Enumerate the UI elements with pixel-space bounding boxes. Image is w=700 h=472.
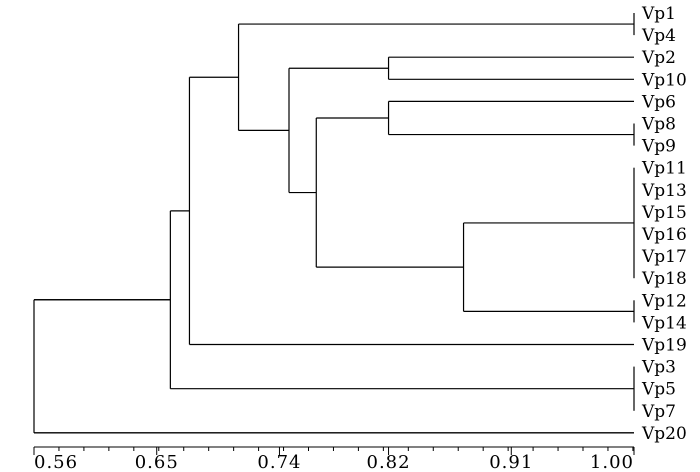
minor-ticks [33,447,634,451]
leaf-label-vp15: Vp15 [641,203,687,223]
leaf-label-vp13: Vp13 [641,181,687,201]
leaf-label-vp20: Vp20 [641,424,687,444]
leaf-label-vp12: Vp12 [641,291,687,311]
leaf-label-vp19: Vp19 [641,336,687,356]
leaf-label-vp8: Vp8 [641,115,676,135]
similarity-axis: 0.56 0.65 0.74 0.82 0.91 1.00 [33,446,635,472]
leaf-label-vp6: Vp6 [641,92,676,112]
leaf-label-vp17: Vp17 [641,247,687,267]
leaf-label-vp11: Vp11 [641,159,687,179]
tick-label: 0.74 [257,452,301,472]
leaf-label-vp16: Vp16 [641,225,687,245]
leaf-label-vp7: Vp7 [641,402,676,422]
tick-label: 0.65 [135,452,179,472]
leaf-labels: Vp1Vp4Vp2Vp10Vp6Vp8Vp9Vp11Vp13Vp15Vp16Vp… [641,4,687,444]
leaf-label-vp1: Vp1 [641,4,676,24]
tick-label: 0.82 [367,452,411,472]
tick-label: 0.56 [34,452,78,472]
leaf-label-vp9: Vp9 [641,137,676,157]
leaf-label-vp10: Vp10 [641,70,687,90]
leaf-label-vp3: Vp3 [641,358,676,378]
leaf-label-vp5: Vp5 [641,380,676,400]
leaf-label-vp18: Vp18 [641,269,687,289]
major-ticks: 0.56 0.65 0.74 0.82 0.91 1.00 [33,447,635,472]
dendrogram-branches [33,13,635,434]
leaf-label-vp4: Vp4 [641,26,676,46]
tick-label: 1.00 [590,452,634,472]
tick-label: 0.91 [489,452,533,472]
leaf-label-vp2: Vp2 [641,48,676,68]
leaf-label-vp14: Vp14 [641,313,687,333]
